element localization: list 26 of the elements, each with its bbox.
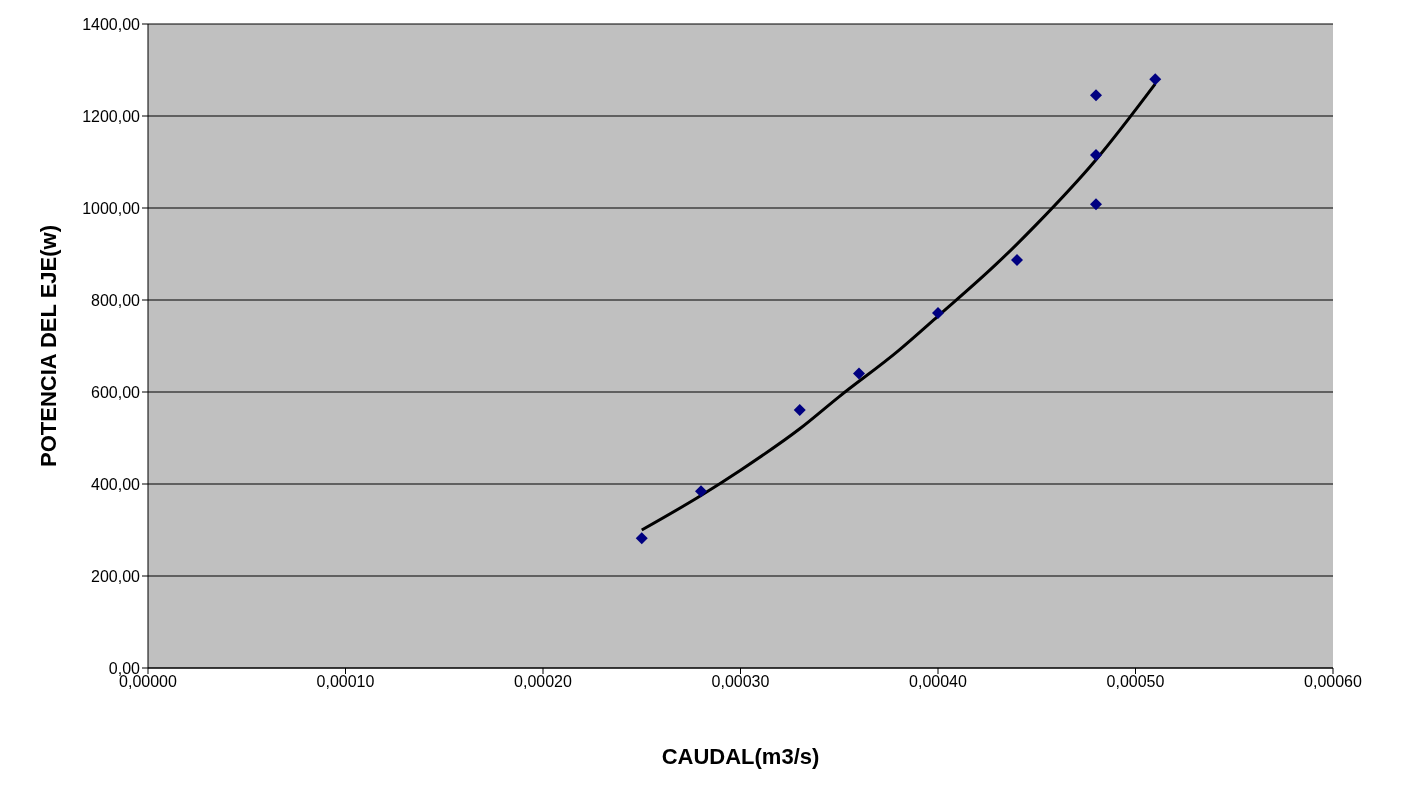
x-axis-title: CAUDAL(m3/s) [661, 743, 820, 769]
point [932, 306, 944, 319]
point [1090, 198, 1102, 211]
y-axis-title: POTENCIA DEL EJE(w) [35, 224, 61, 468]
y-tick-label: 200,00 [91, 567, 141, 585]
point [1149, 73, 1162, 86]
x-tick-label: 0,00030 [711, 673, 770, 691]
y-tick-label: 800,00 [91, 291, 141, 309]
y-tick-label: 600,00 [91, 383, 141, 401]
point [853, 367, 865, 380]
point [1011, 253, 1023, 266]
y-tick-label: 0,00 [108, 659, 141, 677]
y-tick-label: 1400,00 [82, 15, 141, 33]
point [695, 485, 707, 498]
x-tick-label: 0,00040 [909, 673, 968, 691]
y-tick-label: 1000,00 [82, 199, 141, 217]
y-tick-label: 400,00 [91, 475, 141, 493]
point [793, 403, 806, 416]
point [635, 532, 648, 545]
x-tick-label: 0,00010 [316, 673, 375, 691]
point [1090, 149, 1102, 162]
point [1090, 89, 1102, 102]
y-tick-label: 1200,00 [82, 107, 141, 125]
x-tick-label: 0,00050 [1106, 673, 1165, 691]
x-tick-label: 0,00020 [514, 673, 573, 691]
x-tick-label: 0,00060 [1304, 673, 1363, 691]
